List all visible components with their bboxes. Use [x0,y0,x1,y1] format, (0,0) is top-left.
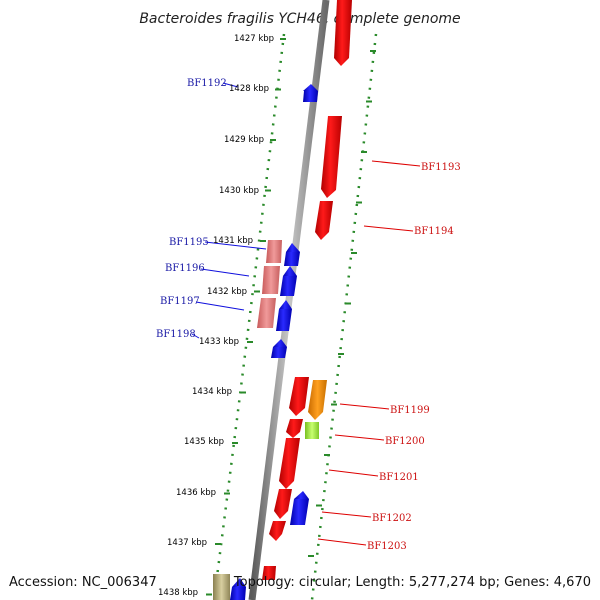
kbp-label: 1434 kbp [192,387,232,397]
gene-arrow-bf1192 [303,91,318,102]
gene-label-bf1201[interactable]: BF1201 [379,472,419,483]
gene-label-bf1198[interactable]: BF1198 [156,329,196,340]
kbp-label: 1430 kbp [219,186,259,196]
kbp-label: 1429 kbp [224,135,264,145]
kbp-label: 1437 kbp [167,538,207,548]
gene-label-bf1203[interactable]: BF1203 [367,541,407,552]
gene-label-bf1193[interactable]: BF1193 [421,162,461,173]
gene-arrow-bottom-blue [230,587,246,600]
gene-arrow-bf1193 [321,116,342,198]
kbp-label: 1433 kbp [199,337,239,347]
gene-label-bf1196[interactable]: BF1196 [165,263,205,274]
gene-features [213,0,352,600]
gene-label-bf1195[interactable]: BF1195 [169,237,209,248]
right-gene-labels: BF1193 BF1194 BF1199 BF1200 BF1201 BF120… [317,160,461,552]
gene-arrow-bf1201 [279,438,300,489]
gene-pseudo-bf1195 [266,240,282,263]
gene-label-bf1202[interactable]: BF1202 [372,513,412,524]
gene-arrow-bf1199-orange [308,380,327,420]
gene-arrow-bf1198 [271,347,287,358]
right-guide-line [310,33,378,600]
gene-arrow-bf1194 [315,201,333,240]
accession-text: Accession: NC_006347 [9,575,157,590]
gene-label-bf1199[interactable]: BF1199 [390,405,430,416]
topology-text: Topology: circular; Length: 5,277,274 bp… [233,575,591,590]
gene-arrow-bf1197 [276,309,292,331]
kbp-label: 1427 kbp [234,34,274,44]
gene-arrow-bf1195 [284,252,300,266]
left-gene-labels: BF1192 BF1195 BF1196 BF1197 BF1198 [156,78,267,340]
gene-arrow-bf1196 [280,276,297,296]
kbp-labels: 1427 kbp 1428 kbp 1429 kbp 1430 kbp 1431… [158,34,274,598]
genome-backbone [248,0,330,600]
gene-arrow-bf1199 [289,377,309,416]
gene-arrow-bf1200 [286,419,303,438]
gene-label-bf1194[interactable]: BF1194 [414,226,454,237]
kbp-label: 1428 kbp [229,84,269,94]
gene-arrow-bf1202 [274,489,292,519]
kbp-label: 1436 kbp [176,488,216,498]
gene-arrow-bf-top [334,0,352,66]
gene-arrow-bf1203 [269,521,286,541]
kbp-ticks [206,38,376,596]
gene-label-bf1197[interactable]: BF1197 [160,296,200,307]
gene-pseudo-bf1196 [262,266,280,294]
kbp-label: 1435 kbp [184,437,224,447]
map-title: Bacteroides fragilis YCH46, complete gen… [139,11,460,27]
gene-box-bottom-olive [213,574,230,600]
gene-arrow-bf1202-blue [290,499,309,525]
kbp-label: 1431 kbp [213,236,253,246]
gene-box-bf1200-lime [305,422,319,439]
kbp-label: 1438 kbp [158,588,198,598]
gene-label-bf1192[interactable]: BF1192 [187,78,227,89]
gene-label-bf1200[interactable]: BF1200 [385,436,425,447]
kbp-label: 1432 kbp [207,287,247,297]
gene-arrow-bottom-red [262,566,276,580]
gene-pseudo-bf1197 [257,298,276,328]
